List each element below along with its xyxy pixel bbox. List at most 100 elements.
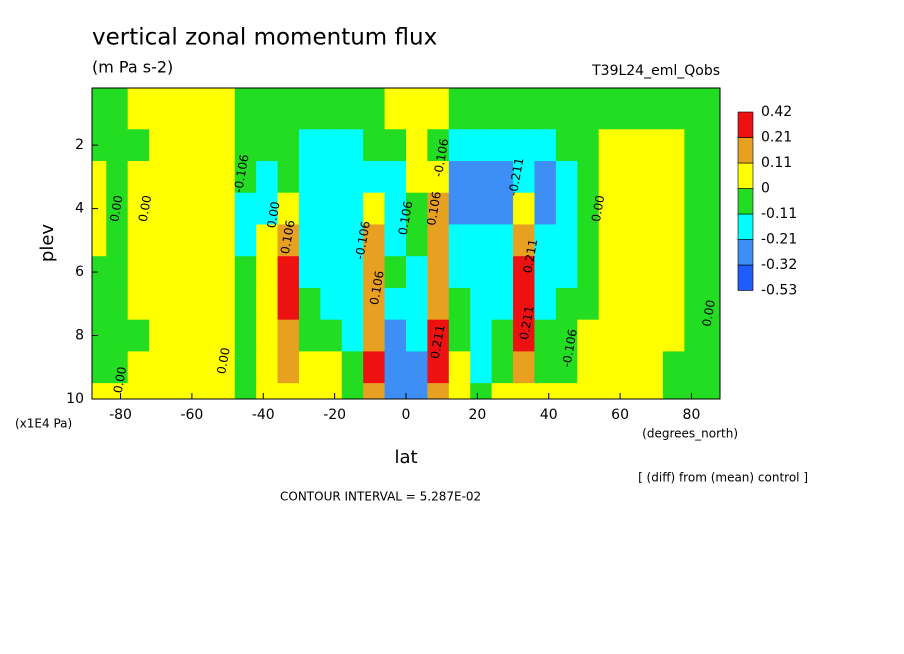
contour-cell bbox=[149, 351, 171, 384]
contour-cell bbox=[662, 256, 685, 289]
contour-cell bbox=[341, 383, 364, 400]
contour-cell bbox=[191, 224, 214, 257]
contour-cell bbox=[256, 319, 279, 352]
contour-cell bbox=[341, 256, 364, 289]
contour-cell bbox=[427, 383, 450, 400]
x-tick-label: -20 bbox=[323, 407, 346, 423]
contour-cell bbox=[320, 192, 343, 225]
y-tick-label: 8 bbox=[75, 328, 84, 344]
x-tick-label: 80 bbox=[683, 407, 701, 423]
contour-cell bbox=[106, 224, 129, 257]
contour-cell bbox=[277, 224, 300, 257]
contour-cell bbox=[513, 224, 535, 257]
contour-cell bbox=[577, 88, 600, 130]
contour-label: 0.00 bbox=[589, 194, 607, 223]
contour-cell bbox=[555, 287, 578, 321]
contour-cell bbox=[277, 88, 300, 130]
contour-cell bbox=[470, 287, 493, 321]
contour-cell bbox=[534, 192, 557, 225]
contour-cell bbox=[598, 224, 621, 257]
contour-cell bbox=[641, 319, 664, 352]
contour-cell bbox=[191, 88, 214, 130]
contour-cell bbox=[363, 256, 386, 289]
contour-cell bbox=[277, 160, 300, 194]
contour-cell bbox=[234, 88, 257, 130]
contour-cell bbox=[256, 192, 279, 225]
contour-label: 0.00 bbox=[111, 366, 129, 395]
contour-cell bbox=[320, 160, 343, 194]
x-tick-label: -40 bbox=[252, 407, 275, 423]
contour-cell bbox=[598, 351, 621, 384]
contour-cell bbox=[491, 160, 514, 194]
contour-cell bbox=[106, 319, 129, 352]
contour-cell bbox=[191, 256, 214, 289]
contour-cell bbox=[363, 192, 386, 225]
contour-cell bbox=[620, 192, 642, 225]
contour-cell bbox=[106, 383, 129, 400]
contour-cell bbox=[513, 351, 535, 384]
contour-cell bbox=[149, 192, 171, 225]
contour-cell bbox=[470, 192, 493, 225]
y-axis-label: plev bbox=[37, 224, 58, 263]
contour-cell bbox=[363, 319, 386, 352]
contour-cell bbox=[106, 88, 129, 130]
colorbar-swatch bbox=[737, 111, 754, 138]
contour-cell bbox=[213, 319, 236, 352]
colorbar-label: -0.32 bbox=[761, 257, 797, 273]
contour-label: -0.106 bbox=[231, 153, 252, 194]
contour-cell bbox=[170, 383, 193, 400]
contour-cell bbox=[705, 351, 721, 384]
contour-cell bbox=[577, 256, 600, 289]
contour-cell bbox=[363, 160, 386, 194]
contour-cell bbox=[149, 160, 171, 194]
contour-cell bbox=[320, 88, 343, 130]
contour-cell bbox=[705, 129, 721, 162]
contour-cell bbox=[427, 319, 450, 352]
contour-cell bbox=[684, 160, 707, 194]
x-axis-units: (degrees_north) bbox=[642, 427, 738, 441]
contour-cell bbox=[555, 256, 578, 289]
contour-cell bbox=[705, 319, 721, 352]
contour-cell bbox=[213, 88, 236, 130]
contour-cell bbox=[555, 351, 578, 384]
contour-cell bbox=[384, 129, 407, 162]
contour-cell bbox=[277, 319, 300, 352]
contour-cell bbox=[448, 256, 471, 289]
chart-subtitle: (m Pa s-2) bbox=[92, 58, 173, 77]
contour-cell bbox=[363, 129, 386, 162]
y-tick-label: 6 bbox=[75, 264, 84, 280]
contour-label: 0.211 bbox=[521, 238, 541, 274]
colorbar-label: 0 bbox=[761, 181, 770, 197]
contour-cell bbox=[620, 129, 642, 162]
contour-cell bbox=[684, 319, 707, 352]
contour-cell bbox=[191, 160, 214, 194]
colorbar-label: 0.42 bbox=[761, 104, 792, 120]
dataset-label: T39L24_eml_Qobs bbox=[591, 63, 720, 79]
contour-cell bbox=[106, 129, 129, 162]
contour-cell bbox=[191, 129, 214, 162]
contour-cell bbox=[662, 224, 685, 257]
contour-cell bbox=[534, 160, 557, 194]
contour-cell bbox=[149, 319, 171, 352]
contour-cell bbox=[170, 351, 193, 384]
contour-cell bbox=[705, 224, 721, 257]
contour-cell bbox=[684, 88, 707, 130]
contour-cell bbox=[406, 129, 428, 162]
contour-cell bbox=[513, 88, 535, 130]
contour-cell bbox=[406, 383, 428, 400]
contour-cell bbox=[470, 256, 493, 289]
x-tick-label: 20 bbox=[468, 407, 486, 423]
contour-cell bbox=[213, 129, 236, 162]
contour-cell bbox=[598, 160, 621, 194]
x-tick-label: -60 bbox=[180, 407, 203, 423]
contour-label: -0.106 bbox=[352, 220, 373, 261]
colorbar-swatch bbox=[737, 239, 754, 266]
colorbar-label: -0.21 bbox=[761, 232, 797, 248]
contour-cell bbox=[684, 192, 707, 225]
contour-cell bbox=[298, 351, 321, 384]
contour-cell bbox=[149, 256, 171, 289]
contour-cell bbox=[662, 160, 685, 194]
contour-cell bbox=[191, 383, 214, 400]
contour-cell bbox=[470, 129, 493, 162]
contour-cell bbox=[406, 160, 428, 194]
